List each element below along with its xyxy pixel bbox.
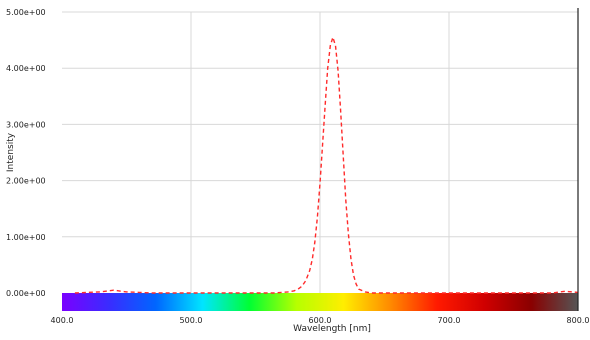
y-tick-label: 3.00e+00 <box>6 120 46 129</box>
x-axis-label: Wavelength [nm] <box>293 324 371 334</box>
series-layer <box>74 34 579 294</box>
x-tick-label: 500.0 <box>180 316 203 325</box>
x-tick-labels: 400.0 500.0 600.0 700.0 800.0 <box>51 316 590 325</box>
y-axis-label: Intensity <box>6 132 16 172</box>
x-tick-label: 700.0 <box>438 316 461 325</box>
series-line-0 <box>74 34 579 294</box>
y-tick-label: 0.00e+00 <box>6 289 46 298</box>
wavelength-colorbar <box>62 293 578 311</box>
x-tick-label: 600.0 <box>309 316 332 325</box>
y-tick-label: 2.00e+00 <box>6 177 46 186</box>
x-tick-label: 800.0 <box>567 316 590 325</box>
x-tick-label: 400.0 <box>51 316 74 325</box>
grid <box>62 11 578 293</box>
y-tick-labels: 0.00e+00 1.00e+00 2.00e+00 3.00e+00 4.00e+00… <box>6 8 46 298</box>
y-tick-label: 1.00e+00 <box>6 233 46 242</box>
y-tick-label: 4.00e+00 <box>6 64 46 73</box>
y-tick-label: 5.00e+00 <box>6 8 46 17</box>
